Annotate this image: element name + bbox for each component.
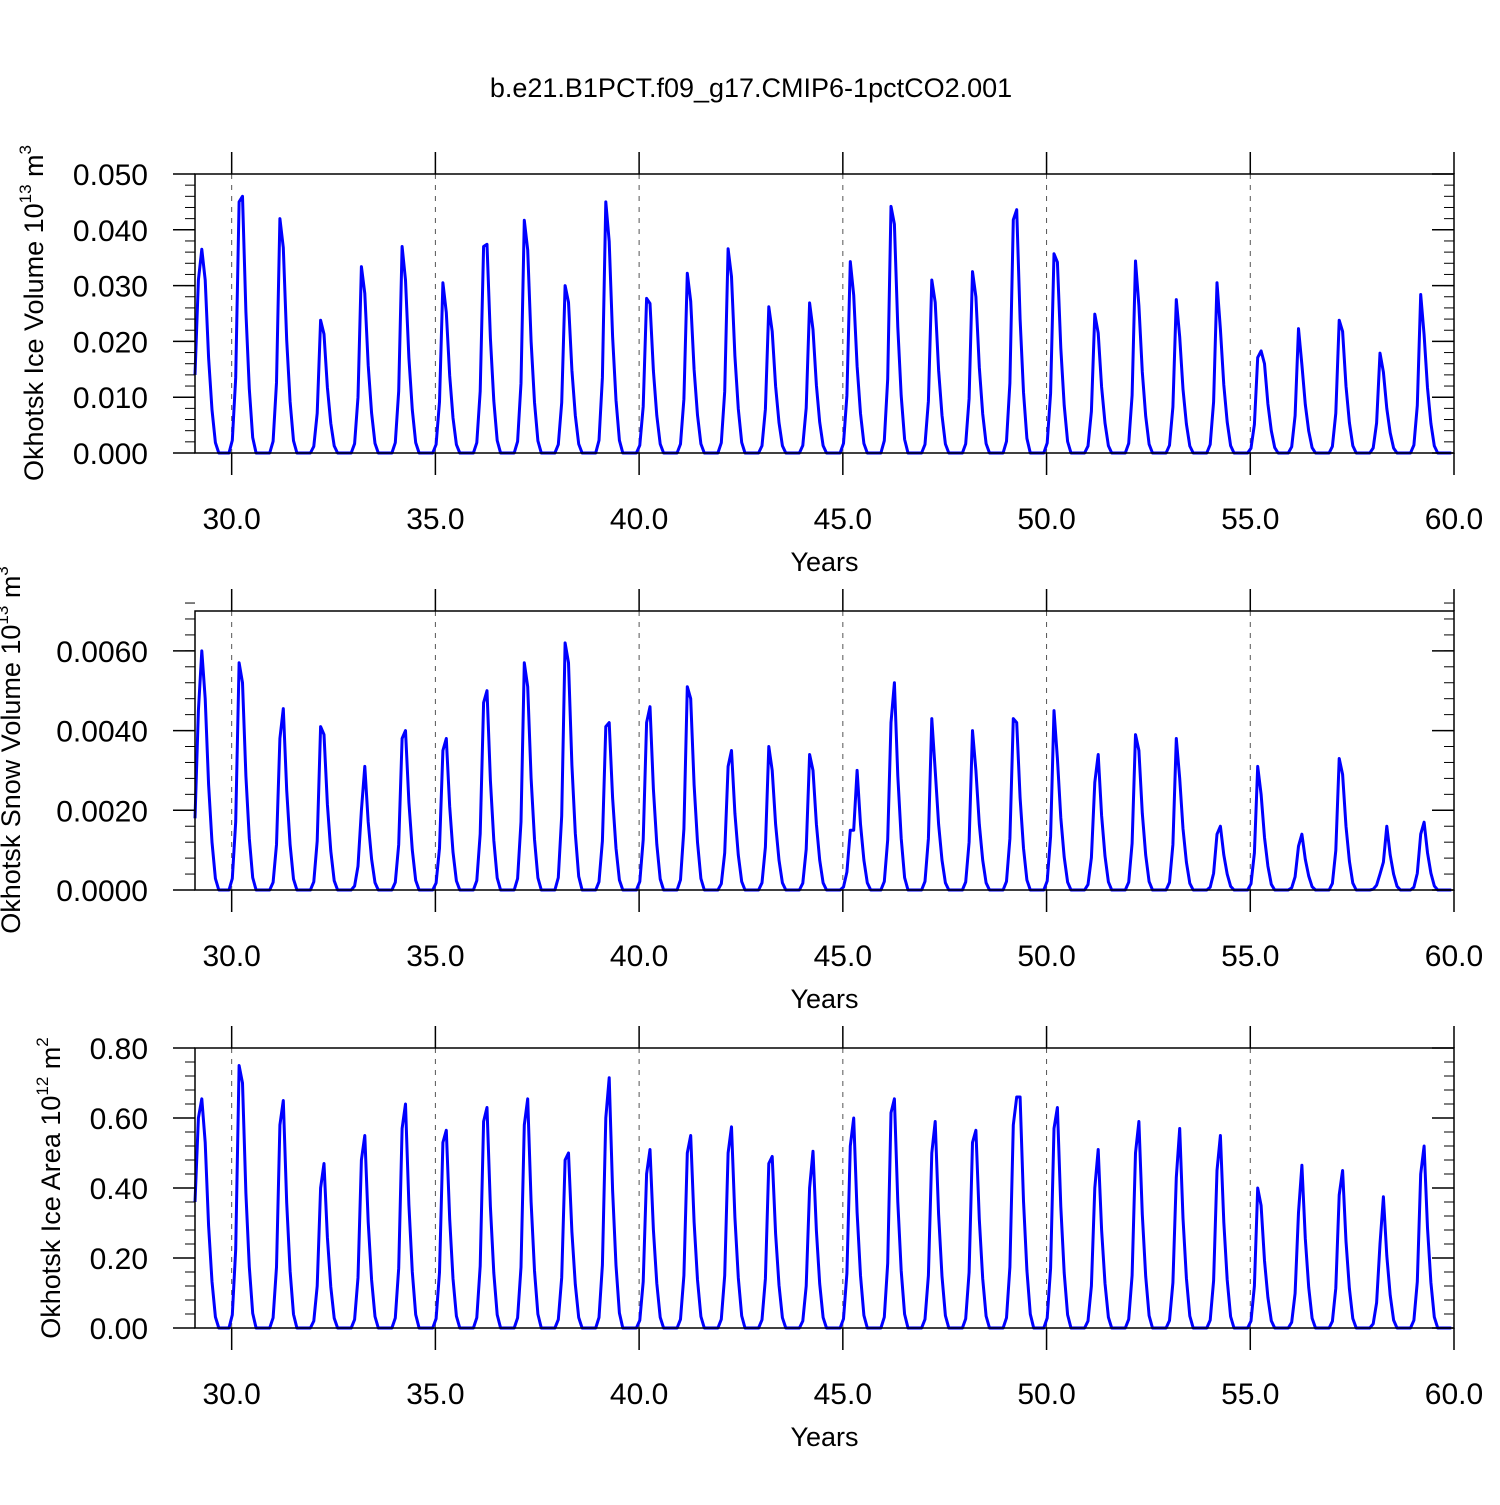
x-tick-label: 55.0	[1221, 503, 1279, 536]
x-axis-label: Years	[790, 984, 858, 1014]
y-tick-label: 0.0020	[56, 795, 148, 828]
x-tick-label: 45.0	[814, 1378, 872, 1411]
y-axis-label-part: Okhotsk Ice Area 10	[36, 1096, 66, 1339]
y-axis-label: Okhotsk Snow Volume 1013 m3	[0, 566, 26, 934]
y-axis-label-superscript: 13	[0, 606, 12, 625]
y-tick-label: 0.60	[90, 1103, 148, 1136]
x-tick-label: 45.0	[814, 940, 872, 973]
panel-ice-area: 0.00 0.20 0.40 0.60 0.80 30.0 35.0 40.0 45.0 50.0…	[33, 1026, 1483, 1452]
x-tick-label: 45.0	[814, 503, 872, 536]
y-tick-label: 0.00	[90, 1313, 148, 1346]
series-line	[193, 194, 1452, 455]
y-tick-label: 0.0000	[56, 875, 148, 908]
y-axis-label-part: m	[19, 154, 49, 184]
y-tick-label: 0.020	[73, 326, 148, 359]
y-tick-label: 0.050	[73, 159, 148, 192]
x-axis-label: Years	[790, 547, 858, 577]
x-tick-label: 35.0	[406, 940, 464, 973]
x-tick-label: 35.0	[406, 1378, 464, 1411]
y-axis-label-superscript: 12	[33, 1077, 52, 1096]
x-tick-label: 55.0	[1221, 1378, 1279, 1411]
y-axis-label-part: m	[36, 1047, 66, 1077]
series-line	[193, 1064, 1452, 1330]
y-tick-label: 0.80	[90, 1033, 148, 1066]
y-tick-label: 0.000	[73, 438, 148, 471]
x-tick-label: 40.0	[610, 503, 668, 536]
y-axis-label-superscript: 2	[33, 1037, 52, 1046]
y-axis-label-part: Okhotsk Snow Volume 10	[0, 625, 26, 934]
x-tick-label: 30.0	[202, 940, 260, 973]
y-tick-label: 0.40	[90, 1173, 148, 1206]
y-tick-label: 0.030	[73, 271, 148, 304]
y-axis-label-part: m	[0, 576, 26, 606]
x-tick-label: 50.0	[1017, 940, 1075, 973]
series-line	[193, 641, 1452, 892]
x-tick-label: 60.0	[1425, 940, 1483, 973]
x-tick-label: 60.0	[1425, 503, 1483, 536]
y-tick-label: 0.20	[90, 1243, 148, 1276]
x-tick-label: 60.0	[1425, 1378, 1483, 1411]
x-tick-label: 30.0	[202, 503, 260, 536]
y-tick-label: 0.040	[73, 215, 148, 248]
plot-frame	[194, 173, 1455, 454]
y-axis-label: Okhotsk Ice Volume 1013 m3	[16, 145, 49, 481]
x-tick-label: 40.0	[610, 1378, 668, 1411]
x-tick-label: 30.0	[202, 1378, 260, 1411]
y-tick-label: 0.010	[73, 382, 148, 415]
y-tick-label: 0.0040	[56, 716, 148, 749]
panel-snow-volume: 0.0000 0.0020 0.0040 0.0060 30.0 35.0 40.0 45.0…	[0, 566, 1483, 1014]
y-axis-label-part: Okhotsk Ice Volume 10	[19, 203, 49, 481]
y-tick-label: 0.0060	[56, 636, 148, 669]
plot-frame	[194, 610, 1455, 891]
y-axis-label-superscript: 3	[16, 145, 35, 154]
figure-title: b.e21.B1PCT.f09_g17.CMIP6-1pctCO2.001	[490, 73, 1012, 103]
x-tick-label: 50.0	[1017, 503, 1075, 536]
plot-frame	[194, 1047, 1455, 1329]
x-tick-label: 40.0	[610, 940, 668, 973]
y-axis-label-superscript: 3	[0, 566, 12, 575]
x-tick-label: 35.0	[406, 503, 464, 536]
y-axis-label: Okhotsk Ice Area 1012 m2	[33, 1037, 66, 1339]
x-tick-label: 55.0	[1221, 940, 1279, 973]
panel-ice-volume: 0.000 0.010 0.020 0.030 0.040 0.050 30.0 35.0 40…	[16, 145, 1483, 577]
y-axis-label-superscript: 13	[16, 184, 35, 203]
x-tick-label: 50.0	[1017, 1378, 1075, 1411]
x-axis-label: Years	[790, 1422, 858, 1452]
